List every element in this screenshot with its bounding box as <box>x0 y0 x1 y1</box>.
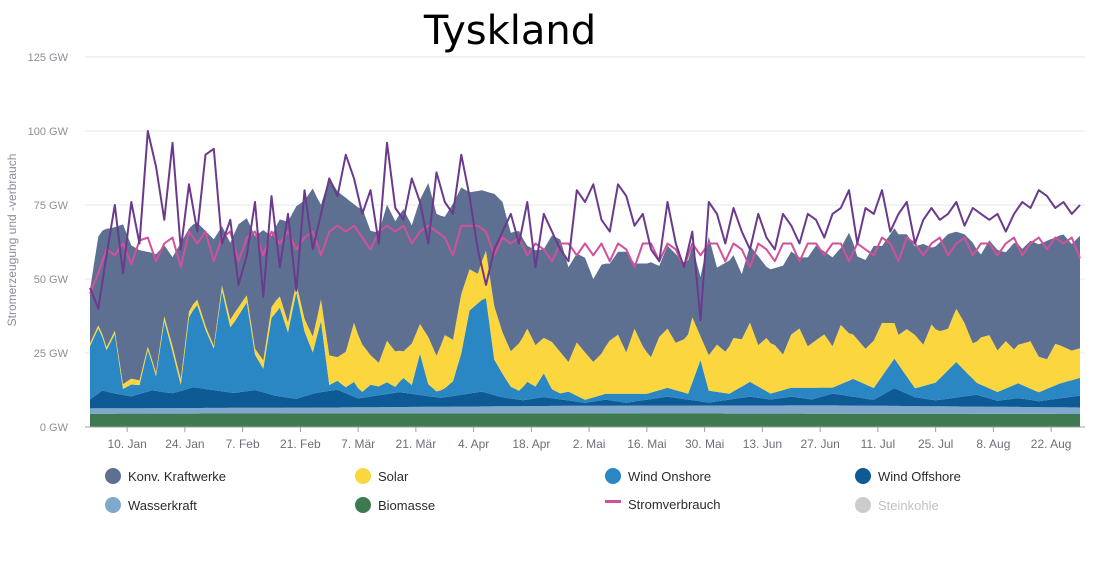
y-axis: 0 GW 25 GW 50 GW 75 GW 100 GW 125 GW <box>28 52 69 434</box>
line-series <box>89 130 1081 322</box>
legend-label: Konv. Kraftwerke <box>128 468 227 484</box>
x-tick-label: 16. Mai <box>627 437 666 451</box>
legend-item-steinkohle[interactable]: Steinkohle <box>855 497 939 513</box>
x-tick-label: 13. Jun <box>743 437 782 451</box>
x-tick-label: 30. Mai <box>685 437 724 451</box>
stacked-areas <box>90 177 1080 427</box>
y-axis-label: Stromerzeugung und -verbrauch <box>5 154 19 327</box>
x-tick-label: 4. Apr <box>458 437 489 451</box>
legend-swatch <box>355 497 371 513</box>
y-tick-label: 75 GW <box>34 200 69 212</box>
x-axis: 10. Jan 24. Jan 7. Feb 21. Feb 7. Mär 21. Mär… <box>107 427 1071 451</box>
legend-item-wind-offshore[interactable]: Wind Offshore <box>855 468 961 484</box>
legend-label: Biomasse <box>378 497 436 513</box>
x-tick-label: 21. Mär <box>396 437 437 451</box>
legend-item-konv-kraftwerke[interactable]: Konv. Kraftwerke <box>105 468 226 484</box>
y-tick-label: 0 GW <box>40 422 69 434</box>
y-tick-label: 50 GW <box>34 274 69 286</box>
x-tick-label: 21. Feb <box>280 437 321 451</box>
area-wind-offshore <box>90 387 1080 409</box>
area-solar <box>90 250 1080 400</box>
x-tick-label: 7. Mär <box>341 437 375 451</box>
y-tick-label: 25 GW <box>34 348 69 360</box>
area-biomasse <box>90 413 1080 427</box>
x-tick-label: 24. Jan <box>165 437 204 451</box>
legend-swatch <box>355 468 371 484</box>
x-tick-label: 2. Mai <box>573 437 606 451</box>
x-tick-label: 25. Jul <box>918 437 953 451</box>
legend-item-biomasse[interactable]: Biomasse <box>355 497 435 513</box>
legend-label: Wind Offshore <box>878 468 961 484</box>
legend-swatch <box>105 497 121 513</box>
y-tick-label: 125 GW <box>28 52 69 64</box>
legend-item-solar[interactable]: Solar <box>355 468 408 484</box>
x-tick-label: 8. Aug <box>976 437 1010 451</box>
legend-label: Solar <box>378 468 409 484</box>
area-konv-kraftwerke <box>90 177 1080 385</box>
x-tick-label: 11. Jul <box>861 437 895 451</box>
legend-item-wind-onshore[interactable]: Wind Onshore <box>605 468 711 484</box>
x-tick-label: 22. Aug <box>1031 437 1072 451</box>
x-tick-label: 10. Jan <box>107 437 146 451</box>
area-wasserkraft <box>90 405 1080 414</box>
legend-swatch <box>855 497 871 513</box>
legend-item-wasserkraft[interactable]: Wasserkraft <box>105 497 197 513</box>
legend-swatch <box>605 468 621 484</box>
legend-swatch <box>855 468 871 484</box>
y-tick-label: 100 GW <box>28 126 69 138</box>
legend-swatch <box>105 468 121 484</box>
legend-label: Stromverbrauch <box>628 497 721 512</box>
chart-title: Tyskland <box>423 8 597 54</box>
legend-item-stromverbrauch[interactable]: Stromverbrauch <box>605 497 720 512</box>
area-wind-onshore <box>90 290 1080 403</box>
legend-label: Wasserkraft <box>128 497 197 513</box>
line-konv-erzeugung-linie- <box>89 130 1081 322</box>
legend-label: Wind Onshore <box>628 468 712 484</box>
x-tick-label: 7. Feb <box>226 437 260 451</box>
x-tick-label: 18. Apr <box>512 437 550 451</box>
chart-plot: 0 GW 25 GW 50 GW 75 GW 100 GW 125 GW Stromerz… <box>5 52 1085 451</box>
legend-label: Steinkohle <box>878 497 939 513</box>
legend-swatch <box>605 500 621 503</box>
x-tick-label: 27. Jun <box>800 437 839 451</box>
